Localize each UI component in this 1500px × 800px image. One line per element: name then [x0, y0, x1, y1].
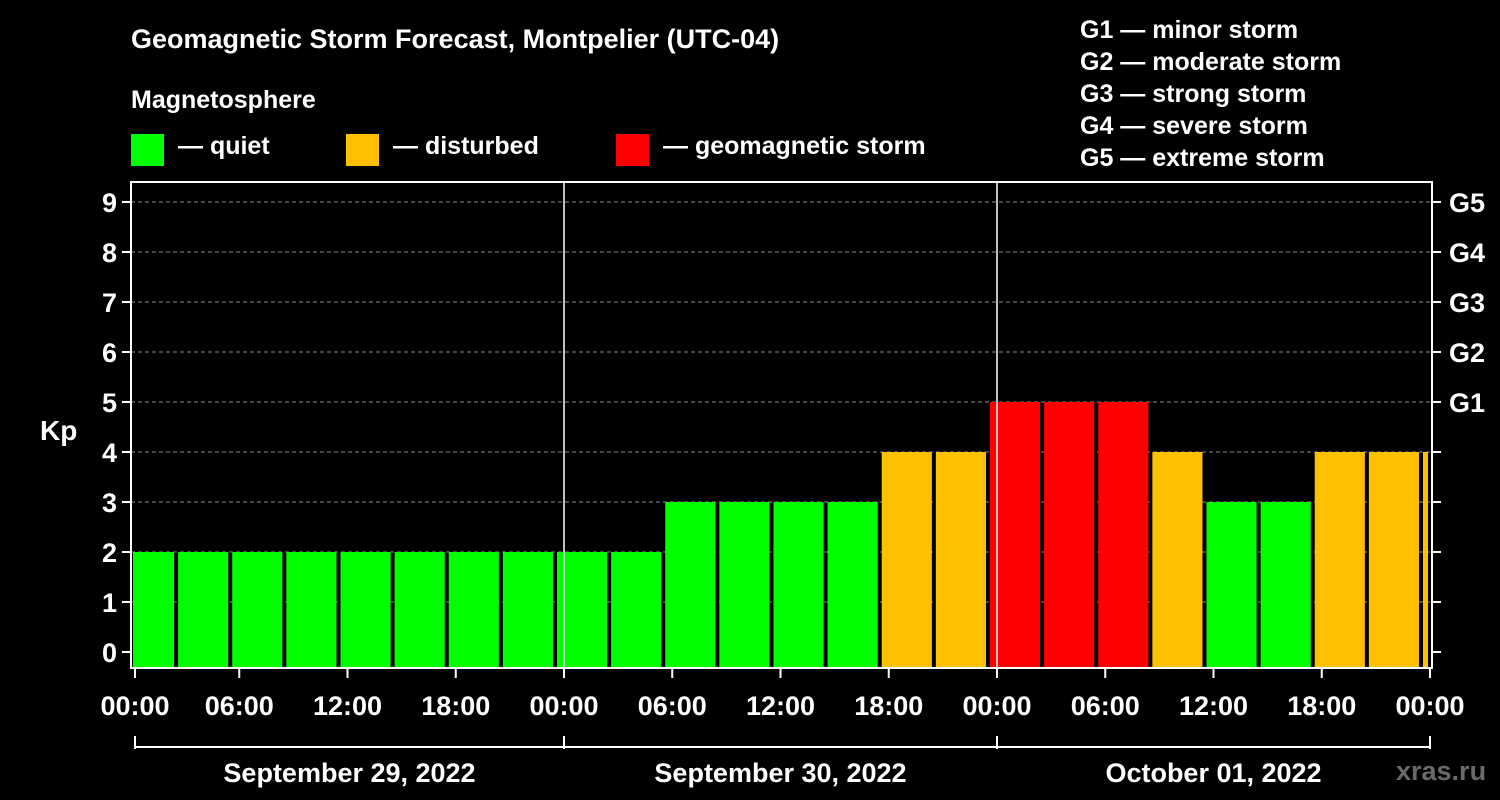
legend-label-quiet: — quiet — [178, 132, 270, 160]
y-tick-label: 1 — [102, 588, 117, 618]
kp-bar — [340, 552, 391, 668]
kp-bar — [773, 502, 824, 668]
g-tick-label: G2 — [1449, 338, 1485, 368]
legend-title: Magnetosphere — [131, 86, 316, 114]
day-label: October 01, 2022 — [1105, 758, 1321, 788]
x-tick-label: 18:00 — [1287, 691, 1356, 721]
kp-bar — [502, 552, 553, 668]
day-label: September 29, 2022 — [223, 758, 475, 788]
y-axis-label: Kp — [40, 415, 77, 446]
g-scale-g5: G5 — extreme storm — [1080, 144, 1325, 172]
kp-bar — [989, 402, 1041, 668]
day-label: September 30, 2022 — [654, 758, 906, 788]
x-tick-label: 18:00 — [421, 691, 490, 721]
y-tick-label: 6 — [102, 338, 117, 368]
y-tick-label: 4 — [102, 438, 117, 468]
y-tick-label: 5 — [102, 388, 117, 418]
kp-bar — [1206, 502, 1257, 668]
g-scale-g3: G3 — strong storm — [1080, 80, 1307, 108]
legend-label-storm: — geomagnetic storm — [663, 132, 926, 160]
x-tick-label: 12:00 — [313, 691, 382, 721]
kp-bar — [665, 502, 716, 668]
y-tick-label: 0 — [102, 638, 117, 668]
kp-bar — [1422, 452, 1428, 668]
kp-bar — [611, 552, 662, 668]
kp-bar — [1044, 402, 1095, 668]
y-tick-label: 8 — [102, 238, 117, 268]
x-tick-label: 12:00 — [746, 691, 815, 721]
y-tick-label: 9 — [102, 188, 117, 218]
g-scale-g1: G1 — minor storm — [1080, 16, 1299, 44]
kp-bar — [232, 552, 283, 668]
kp-bar — [881, 452, 932, 668]
axis-layer: 0 1 2 3 4 5 6 7 8 9 G1 G2 G3 G4 G5 00:00 06:00 12:00 18:00… — [100, 181, 1485, 788]
legend-label-disturbed: — disturbed — [393, 132, 539, 160]
chart-title: Geomagnetic Storm Forecast, Montpelier (… — [131, 24, 780, 54]
g-tick-label: G5 — [1449, 188, 1485, 218]
g-tick-label: G3 — [1449, 288, 1485, 318]
y-tick-label: 3 — [102, 488, 117, 518]
x-tick-label: 06:00 — [205, 691, 274, 721]
x-tick-label: 06:00 — [638, 691, 707, 721]
kp-bar — [1368, 452, 1419, 668]
watermark: xras.ru — [1396, 756, 1487, 786]
g-scale-legend: G1 — minor storm G2 — moderate storm G3 … — [1080, 14, 1341, 174]
kp-bar — [556, 552, 608, 668]
x-tick-label: 06:00 — [1071, 691, 1140, 721]
legend-swatch-storm — [616, 134, 649, 166]
x-tick-label: 00:00 — [962, 691, 1031, 721]
kp-bar — [286, 552, 337, 668]
kp-bar — [448, 552, 499, 668]
legend-swatch-quiet — [131, 134, 164, 166]
g-scale-g2: G2 — moderate storm — [1080, 48, 1342, 76]
kp-bar — [1260, 502, 1311, 668]
kp-bar — [1152, 452, 1203, 668]
y-tick-label: 2 — [102, 538, 117, 568]
g-scale-g4: G4 — severe storm — [1080, 112, 1308, 140]
x-tick-label: 00:00 — [1395, 691, 1464, 721]
kp-bar — [133, 552, 175, 668]
bar-layer — [133, 402, 1428, 668]
g-tick-label: G1 — [1449, 388, 1485, 418]
x-tick-label: 00:00 — [529, 691, 598, 721]
legend-swatch-disturbed — [346, 134, 379, 166]
kp-bar — [1098, 402, 1149, 668]
kp-bar — [178, 552, 229, 668]
kp-bar — [719, 502, 770, 668]
g-tick-label: G4 — [1449, 238, 1485, 268]
y-tick-label: 7 — [102, 288, 117, 318]
kp-bar — [1314, 452, 1365, 668]
x-tick-label: 18:00 — [854, 691, 923, 721]
x-tick-label: 12:00 — [1179, 691, 1248, 721]
kp-bar — [827, 502, 878, 668]
kp-bar — [394, 552, 445, 668]
kp-bar — [935, 452, 986, 668]
x-tick-label: 00:00 — [100, 691, 169, 721]
